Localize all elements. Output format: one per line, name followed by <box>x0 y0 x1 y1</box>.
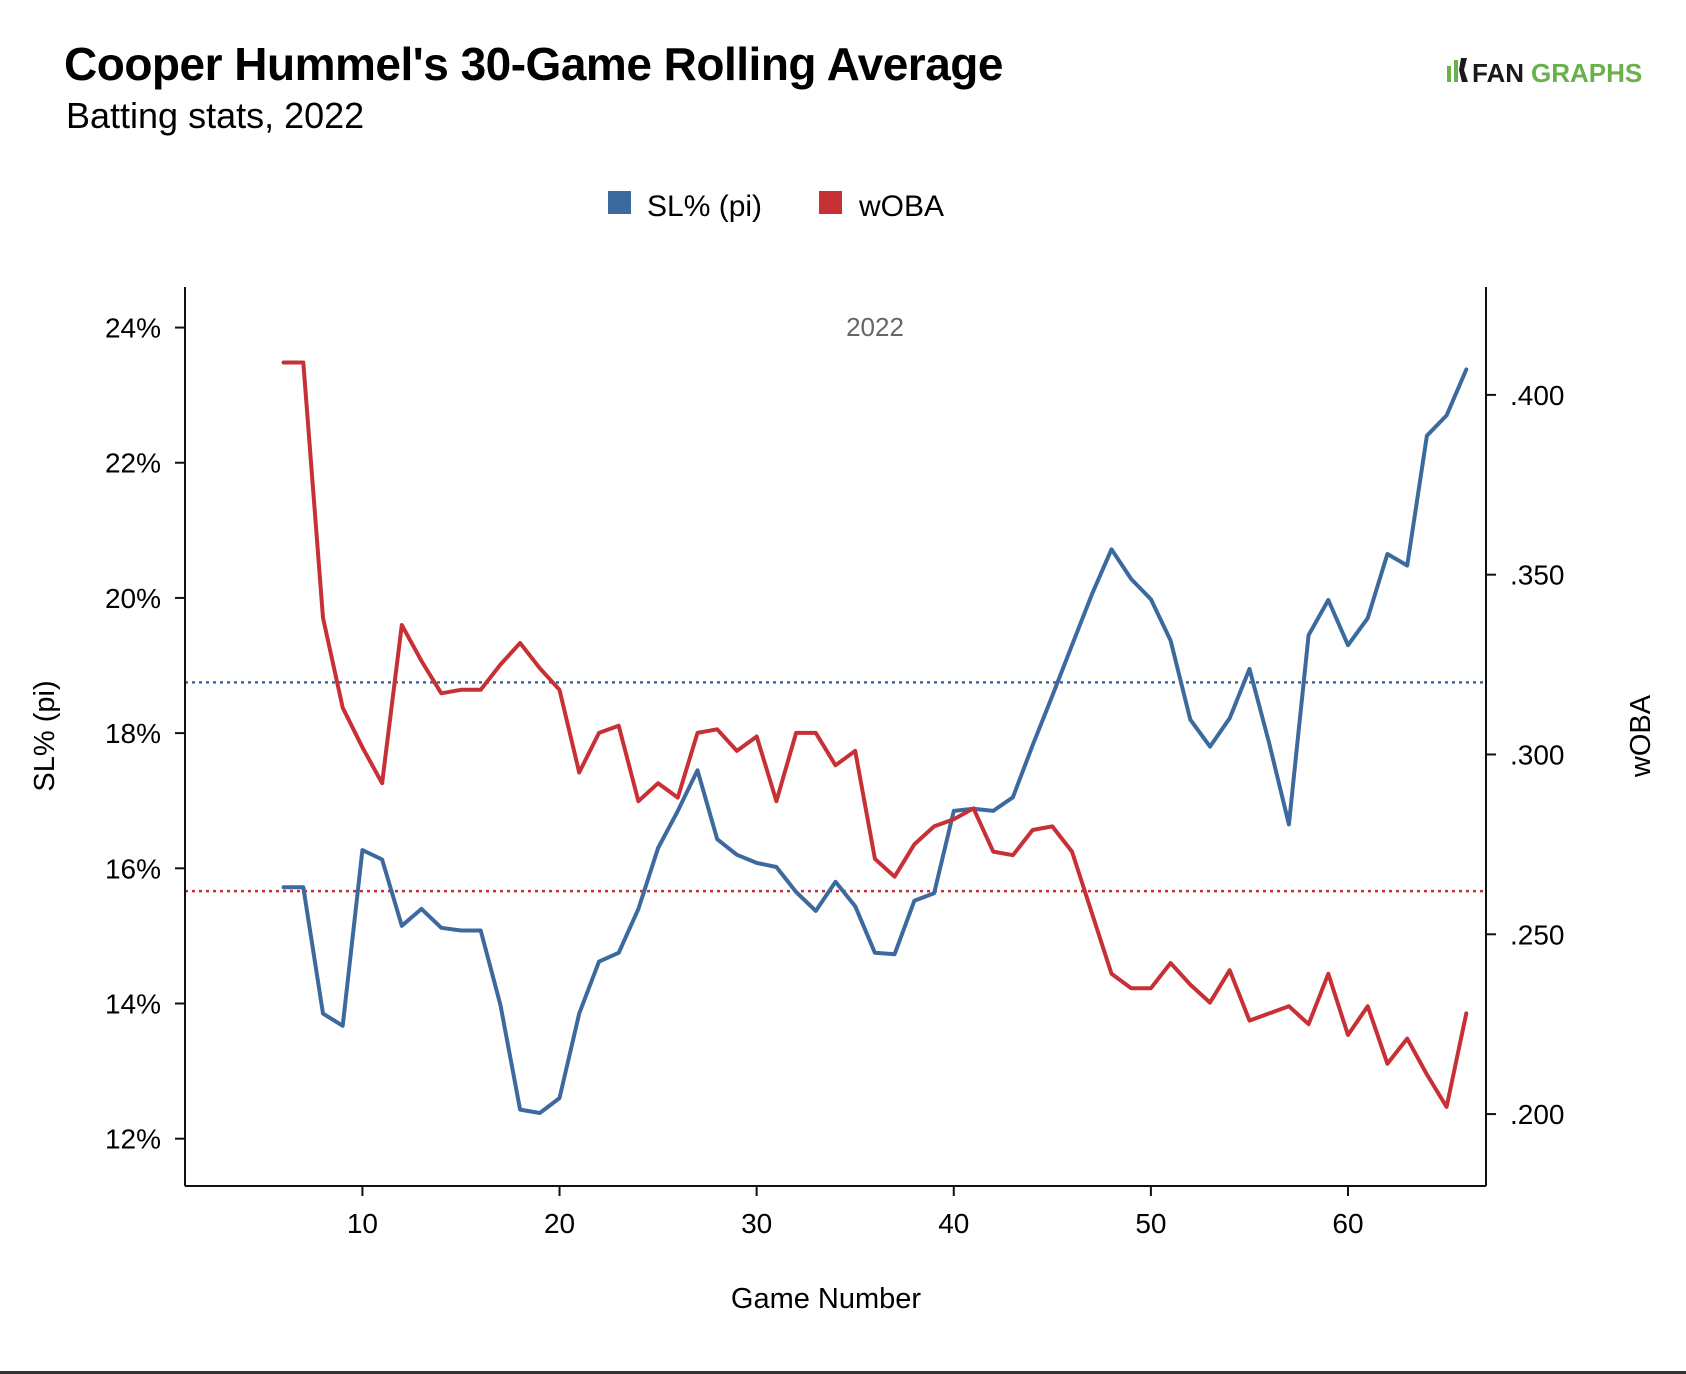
left-tick-label: 24% <box>105 313 161 344</box>
series-line-sl <box>281 367 1469 1115</box>
right-axis-label: wOBA <box>1625 694 1657 778</box>
batter-icon <box>1447 58 1468 82</box>
right-tick-label: .400 <box>1510 380 1565 411</box>
legend-swatch-sl <box>608 191 631 214</box>
x-tick-label: 10 <box>347 1208 378 1239</box>
x-tick-label: 40 <box>938 1208 969 1239</box>
right-axis-ticks: .200 .250 .300 .350 .400 <box>1486 380 1565 1130</box>
right-tick-label: .200 <box>1510 1099 1565 1130</box>
left-tick-label: 14% <box>105 988 161 1019</box>
left-tick-label: 22% <box>105 448 161 479</box>
left-tick-label: 12% <box>105 1124 161 1155</box>
panel-label: 2022 <box>846 312 904 342</box>
series-lines <box>281 360 1469 1115</box>
chart-subtitle: Batting stats, 2022 <box>66 95 364 136</box>
logo-text-graphs: GRAPHS <box>1531 58 1642 88</box>
chart-title: Cooper Hummel's 30-Game Rolling Average <box>64 38 1003 90</box>
x-axis-ticks: 10 20 30 40 50 60 <box>347 1186 1364 1239</box>
right-tick-label: .300 <box>1510 739 1565 770</box>
fangraphs-logo[interactable]: FAN GRAPHS <box>1447 58 1642 88</box>
legend-label-sl: SL% (pi) <box>647 190 762 223</box>
right-tick-label: .250 <box>1510 919 1565 950</box>
right-tick-label: .350 <box>1510 560 1565 591</box>
left-tick-label: 20% <box>105 583 161 614</box>
x-tick-label: 30 <box>741 1208 772 1239</box>
x-axis-label: Game Number <box>731 1283 922 1315</box>
bottom-border <box>0 1371 1686 1374</box>
logo-text-fan: FAN <box>1472 58 1524 88</box>
left-tick-label: 18% <box>105 718 161 749</box>
x-tick-label: 60 <box>1332 1208 1363 1239</box>
legend-swatch-woba <box>819 191 842 214</box>
legend: SL% (pi) wOBA <box>608 190 944 223</box>
left-axis-label: SL% (pi) <box>29 680 61 791</box>
series-line-woba <box>281 360 1469 1109</box>
left-axis-ticks: 12% 14% 16% 18% 20% 22% 24% <box>105 313 185 1155</box>
legend-label-woba: wOBA <box>858 190 944 223</box>
x-tick-label: 20 <box>544 1208 575 1239</box>
left-tick-label: 16% <box>105 853 161 884</box>
x-tick-label: 50 <box>1135 1208 1166 1239</box>
